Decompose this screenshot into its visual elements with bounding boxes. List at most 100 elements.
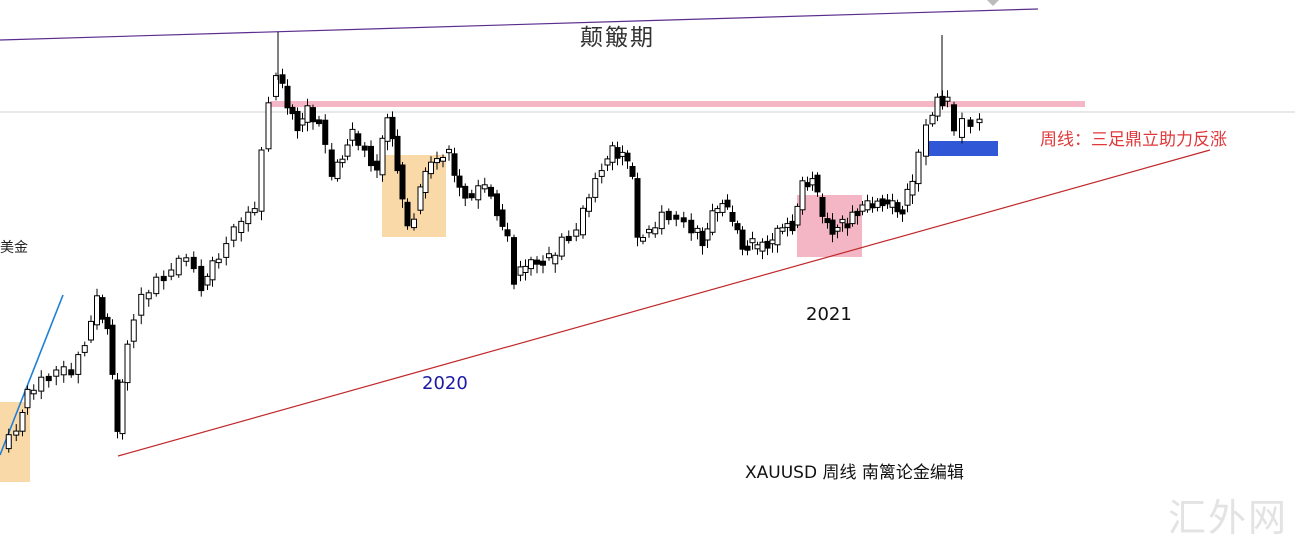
candle-body xyxy=(13,430,20,436)
candle-body xyxy=(440,157,446,162)
candle-body xyxy=(839,218,846,224)
candle-body xyxy=(859,204,866,212)
candle-body xyxy=(284,85,291,109)
candle-body xyxy=(24,388,31,409)
candle-body xyxy=(874,200,881,208)
year-label-2021: 2021 xyxy=(806,304,852,325)
candle-body xyxy=(511,237,517,285)
candle-body xyxy=(45,375,52,382)
candle-body xyxy=(951,104,957,132)
candle-body xyxy=(869,203,876,209)
candle-body xyxy=(168,269,175,277)
candle-body xyxy=(394,135,401,172)
support-block xyxy=(927,141,998,156)
candle-body xyxy=(552,254,559,265)
candle-body xyxy=(238,220,245,233)
candle-body xyxy=(209,260,216,281)
candle-body xyxy=(68,369,75,376)
candle-body xyxy=(279,74,286,84)
year-label-2020: 2020 xyxy=(422,373,468,394)
candle-body xyxy=(114,379,121,432)
candle-body xyxy=(673,214,680,220)
candle-body xyxy=(658,211,665,230)
candle-body xyxy=(619,151,626,157)
candle-body xyxy=(804,182,811,188)
candle-body xyxy=(779,227,786,232)
candle-body xyxy=(784,223,791,228)
candle-body xyxy=(81,345,88,353)
candle-body xyxy=(384,117,391,142)
candle-body xyxy=(709,210,716,233)
candle-body xyxy=(361,145,368,151)
candle-body xyxy=(829,219,836,235)
candle-body xyxy=(339,158,346,164)
candle-body xyxy=(819,197,826,217)
left-trendline xyxy=(0,294,64,456)
candle-body xyxy=(349,128,356,141)
candle-body xyxy=(814,174,821,193)
candle-body xyxy=(884,199,891,205)
candle-body xyxy=(976,118,983,124)
candle-body xyxy=(929,114,936,125)
candle-body xyxy=(190,256,197,270)
candle-body xyxy=(834,227,841,232)
candle-body xyxy=(30,389,37,395)
candle-body xyxy=(565,235,572,242)
candle-body xyxy=(316,119,322,125)
candle-body xyxy=(754,244,761,250)
candle-body xyxy=(614,147,621,159)
candle-body xyxy=(379,137,386,176)
candle-body xyxy=(744,245,751,251)
candle-body xyxy=(634,178,641,238)
watermark: 汇外网 xyxy=(1168,496,1289,540)
candle-body xyxy=(328,149,335,177)
candle-body xyxy=(719,203,726,213)
candle-body xyxy=(145,292,152,300)
candle-body xyxy=(629,166,636,177)
lower-trendline xyxy=(117,149,1211,457)
candle-body xyxy=(809,178,816,186)
candle-body xyxy=(499,209,506,227)
candle-body xyxy=(724,199,731,208)
candle-body xyxy=(879,198,886,207)
candle-body xyxy=(456,175,463,188)
candle-body xyxy=(153,276,160,295)
candle-body xyxy=(422,170,429,193)
candle-body xyxy=(522,265,529,273)
candle-body xyxy=(769,239,776,245)
candle-body xyxy=(417,186,424,211)
candle-body xyxy=(75,354,82,375)
candle-body xyxy=(53,369,60,377)
upper-trendline xyxy=(0,8,1039,41)
candle-body xyxy=(355,133,362,146)
candle-body xyxy=(488,186,494,197)
candle-body xyxy=(573,229,580,237)
candle-body xyxy=(389,116,396,140)
candle-body xyxy=(304,105,311,123)
candle-body xyxy=(646,228,652,234)
candle-body xyxy=(468,193,475,199)
candles-group xyxy=(5,32,983,453)
candle-body xyxy=(451,153,458,176)
candle-body xyxy=(462,185,469,199)
candle-body xyxy=(294,110,301,132)
candle-body xyxy=(764,240,771,249)
candle-body xyxy=(789,220,796,232)
candle-body xyxy=(749,238,756,244)
candle-body xyxy=(799,180,806,211)
candle-body xyxy=(864,200,871,211)
candle-body xyxy=(60,366,67,376)
candle-body xyxy=(404,201,411,227)
candle-body xyxy=(130,319,137,342)
candle-body xyxy=(160,275,167,282)
candle-body xyxy=(19,412,26,432)
candle-body xyxy=(688,219,695,234)
candle-body xyxy=(699,230,706,247)
candle-body xyxy=(94,295,100,326)
candle-body xyxy=(694,227,701,233)
candle-body xyxy=(109,324,116,375)
candle-body xyxy=(299,118,306,126)
candle-body xyxy=(849,211,856,225)
candle-body xyxy=(368,145,374,167)
